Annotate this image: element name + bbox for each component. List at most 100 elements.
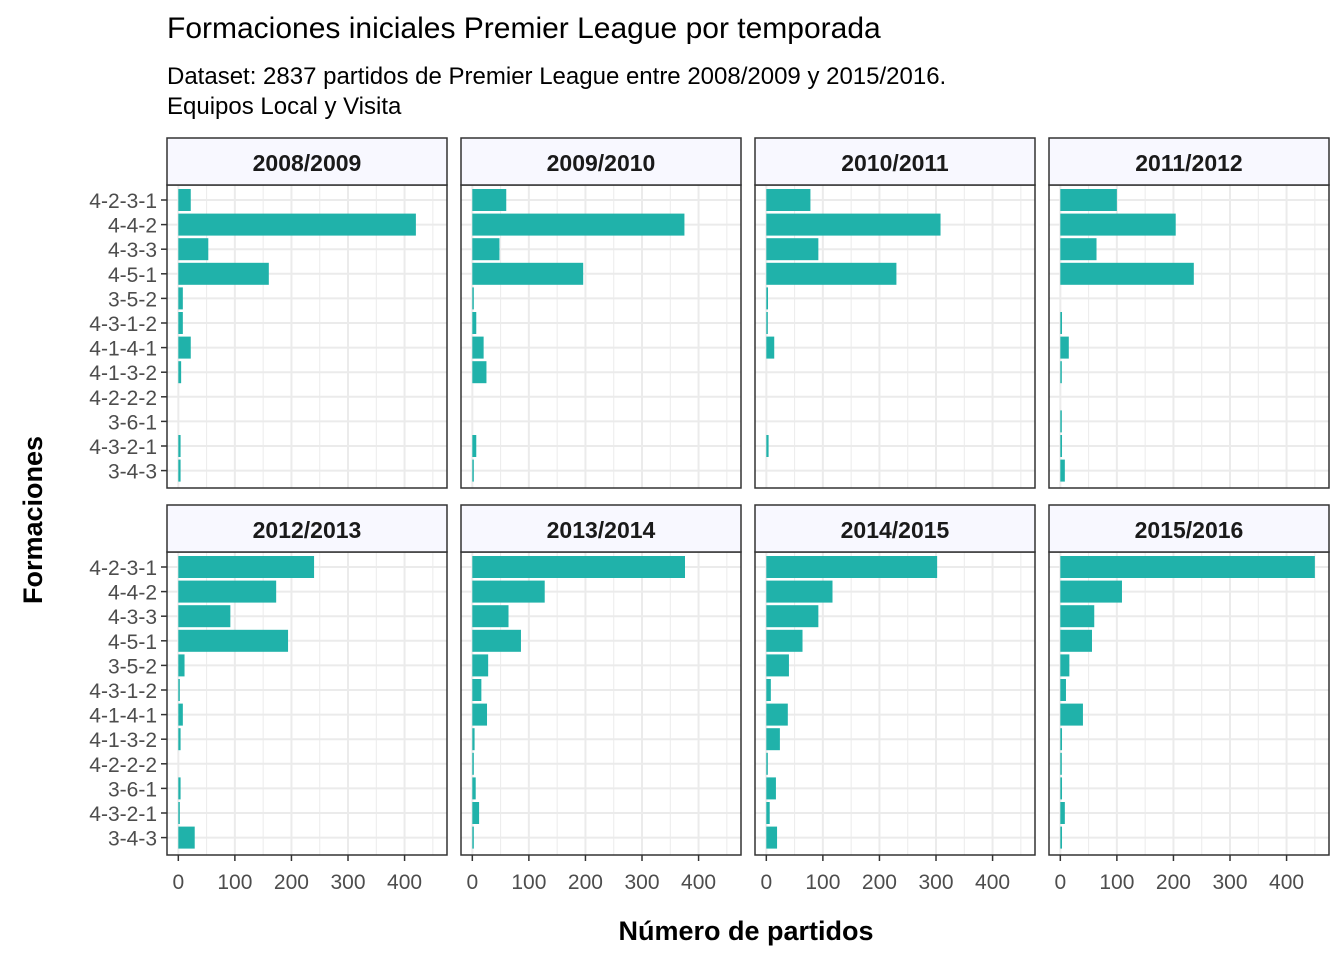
y-tick-label: 4-3-2-1 [89, 803, 157, 826]
bar-4-1-3-2 [1060, 361, 1062, 384]
bar-4-3-1-2 [1060, 679, 1066, 701]
bar-4-5-1 [178, 262, 269, 285]
bar-4-3-1-2 [472, 679, 482, 701]
bar-4-1-4-1 [472, 703, 488, 726]
bar-4-3-3 [178, 238, 209, 261]
bar-4-5-1 [472, 262, 584, 285]
bar-4-3-2-1 [472, 435, 477, 457]
bar-4-2-3-1 [472, 189, 507, 211]
facet-strip [1048, 137, 1330, 186]
y-tick-label: 3-5-2 [108, 288, 157, 311]
x-tick-label: 300 [918, 871, 953, 894]
bar-4-4-2 [766, 580, 833, 603]
bar-4-1-4-1 [472, 336, 484, 359]
y-tick-label: 4-2-3-1 [89, 190, 157, 213]
y-tick-label: 4-3-3 [108, 606, 157, 629]
x-tick-label: 0 [1054, 871, 1066, 894]
bar-4-2-3-1 [178, 556, 315, 578]
x-tick-label: 300 [624, 871, 659, 894]
x-tick-label: 100 [805, 871, 840, 894]
facet-strip [754, 504, 1036, 553]
bar-4-3-3 [1060, 605, 1095, 628]
y-tick-label: 3-4-3 [108, 828, 157, 851]
bar-4-5-1 [1060, 262, 1194, 285]
bar-4-3-2-1 [766, 802, 770, 824]
x-tick-label: 400 [1269, 871, 1304, 894]
bar-3-6-1 [766, 777, 776, 800]
y-tick-label: 4-3-1-2 [89, 680, 157, 703]
facet-label: 2014/2015 [841, 517, 950, 543]
facet-label: 2011/2012 [1135, 150, 1242, 176]
bar-3-5-2 [472, 287, 474, 310]
bar-4-3-1-2 [178, 679, 180, 701]
facet-strip [460, 137, 742, 186]
bar-4-1-3-2 [178, 361, 182, 384]
subtitle-line-2: Equipos Local y Visita [167, 93, 402, 120]
bar-4-2-3-1 [178, 189, 191, 211]
bar-4-3-2-1 [1060, 802, 1065, 824]
bar-3-5-2 [178, 287, 183, 310]
bar-4-2-3-1 [472, 556, 685, 578]
bar-4-3-2-1 [1060, 435, 1063, 457]
bar-3-5-2 [766, 287, 769, 310]
y-tick-label: 4-4-2 [108, 582, 157, 605]
facet-label: 2010/2011 [841, 150, 949, 176]
bar-3-4-3 [178, 459, 181, 482]
facet-label: 2012/2013 [253, 517, 362, 543]
x-tick-label: 200 [568, 871, 603, 894]
y-tick-label: 4-1-4-1 [89, 705, 157, 728]
bar-4-5-1 [766, 629, 803, 652]
bar-4-4-2 [766, 213, 941, 236]
bar-3-6-1 [472, 777, 476, 800]
bar-4-1-3-2 [472, 361, 487, 384]
bar-4-5-1 [1060, 629, 1092, 652]
bar-3-4-3 [1060, 459, 1065, 482]
bar-4-3-1-2 [1060, 312, 1063, 334]
y-tick-label: 4-1-3-2 [89, 362, 157, 385]
x-tick-label: 300 [330, 871, 365, 894]
x-tick-label: 400 [681, 871, 716, 894]
x-axis-title: Número de partidos [618, 916, 873, 946]
bar-4-1-4-1 [766, 703, 788, 726]
y-tick-label: 3-5-2 [108, 655, 157, 678]
bar-4-3-3 [1060, 238, 1097, 261]
bar-4-2-3-1 [766, 556, 938, 578]
facet-label: 2008/2009 [253, 150, 362, 176]
bar-4-2-3-1 [1060, 556, 1315, 578]
chart-subtitle: Dataset: 2837 partidos de Premier League… [167, 62, 946, 122]
y-tick-label: 4-3-3 [108, 239, 157, 262]
bar-4-4-2 [1060, 213, 1176, 236]
bar-4-1-4-1 [178, 703, 183, 726]
y-tick-label: 4-3-1-2 [89, 313, 157, 336]
subtitle-line-1: Dataset: 2837 partidos de Premier League… [167, 63, 947, 90]
facet-label: 2013/2014 [547, 517, 656, 543]
bar-4-1-3-2 [1060, 728, 1063, 751]
facet-strip [1048, 504, 1330, 553]
bar-4-5-1 [766, 262, 897, 285]
bar-4-2-3-1 [766, 189, 811, 211]
chart-title: Formaciones iniciales Premier League por… [167, 12, 881, 45]
bar-4-4-2 [178, 580, 277, 603]
bar-4-3-3 [178, 605, 231, 628]
bar-4-5-1 [178, 629, 289, 652]
bar-4-1-4-1 [1060, 703, 1083, 726]
facet-strip [754, 137, 1036, 186]
bar-4-3-3 [472, 238, 500, 261]
bar-4-5-1 [472, 629, 521, 652]
bar-3-4-3 [1060, 826, 1063, 849]
bar-4-1-3-2 [766, 728, 780, 751]
facet-strip [166, 504, 448, 553]
y-tick-label: 4-1-3-2 [89, 729, 157, 752]
bar-4-3-3 [472, 605, 509, 628]
bar-4-2-2-2 [766, 752, 768, 775]
bar-3-5-2 [1060, 654, 1070, 677]
x-tick-label: 100 [1099, 871, 1134, 894]
bar-4-4-2 [472, 580, 545, 603]
bar-4-1-4-1 [766, 336, 775, 359]
bar-4-3-2-1 [472, 802, 480, 824]
x-tick-label: 200 [274, 871, 309, 894]
bar-3-6-1 [1060, 410, 1062, 433]
bar-4-3-1-2 [766, 679, 771, 701]
facet-strip [460, 504, 742, 553]
